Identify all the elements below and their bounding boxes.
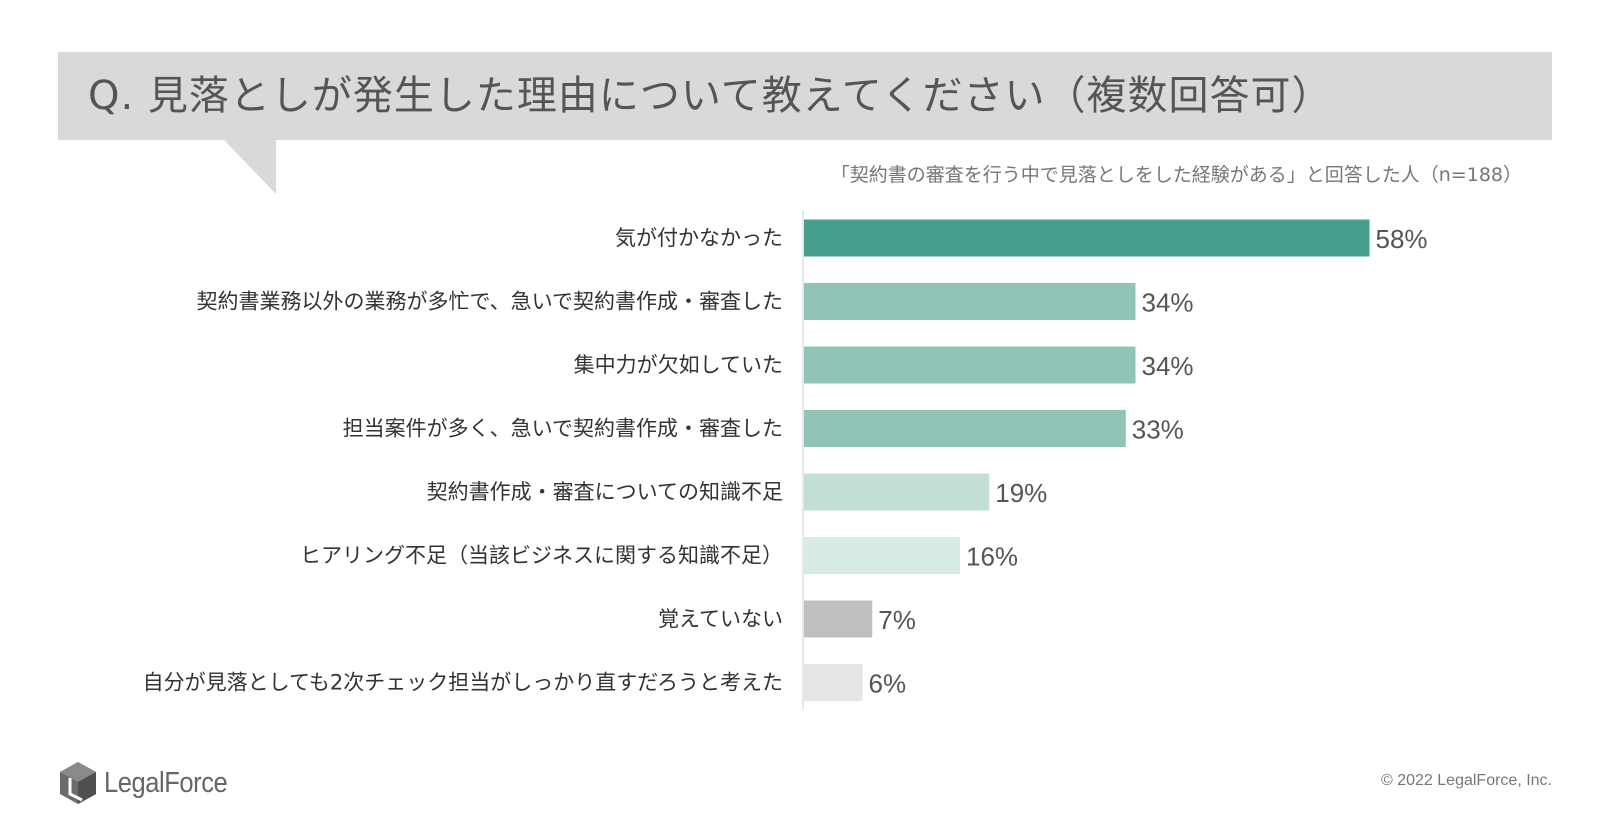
data-label: 34% xyxy=(1142,351,1194,381)
category-label: 契約書作成・審査についての知識不足 xyxy=(427,480,783,504)
page-title: Q. 見落としが発生した理由について教えてください（複数回答可） xyxy=(88,73,1333,119)
bar xyxy=(804,346,1136,384)
bar xyxy=(804,283,1136,320)
category-label: 担当案件が多く、急いで契約書作成・審査した xyxy=(343,417,783,441)
chart-subtitle: 「契約書の審査を行う中で見落としをした経験がある」と回答した人（n=188） xyxy=(830,164,1522,186)
data-label: 19% xyxy=(995,478,1047,508)
copyright: © 2022 LegalForce, Inc. xyxy=(1381,772,1552,789)
data-label: 34% xyxy=(1142,288,1194,318)
logo-text: LegalForce xyxy=(104,766,228,799)
title-pointer xyxy=(224,140,276,194)
data-label: 16% xyxy=(966,542,1018,572)
company-logo: LegalForce xyxy=(58,760,244,806)
data-label: 6% xyxy=(869,669,907,699)
bar xyxy=(804,664,863,701)
bar xyxy=(804,410,1126,447)
legalforce-cube-logo-icon xyxy=(60,762,96,804)
category-label: 覚えていない xyxy=(658,607,783,631)
bar xyxy=(804,600,873,638)
category-label: 集中力が欠如していた xyxy=(574,353,783,377)
category-label: ヒアリング不足（当該ビジネスに関する知識不足） xyxy=(300,544,783,568)
data-label: 33% xyxy=(1132,415,1184,445)
data-label: 58% xyxy=(1376,224,1428,254)
category-label: 気が付かなかった xyxy=(615,226,783,250)
bar xyxy=(804,219,1370,257)
bar xyxy=(804,537,960,574)
bar xyxy=(804,473,990,511)
title-banner: Q. 見落としが発生した理由について教えてください（複数回答可） xyxy=(58,52,1552,140)
data-label: 7% xyxy=(878,605,916,635)
category-label: 契約書業務以外の業務が多忙で、急いで契約書作成・審査した xyxy=(196,290,783,314)
category-label: 自分が見落としても2次チェック担当がしっかり直すだろうと考えた xyxy=(143,671,783,695)
